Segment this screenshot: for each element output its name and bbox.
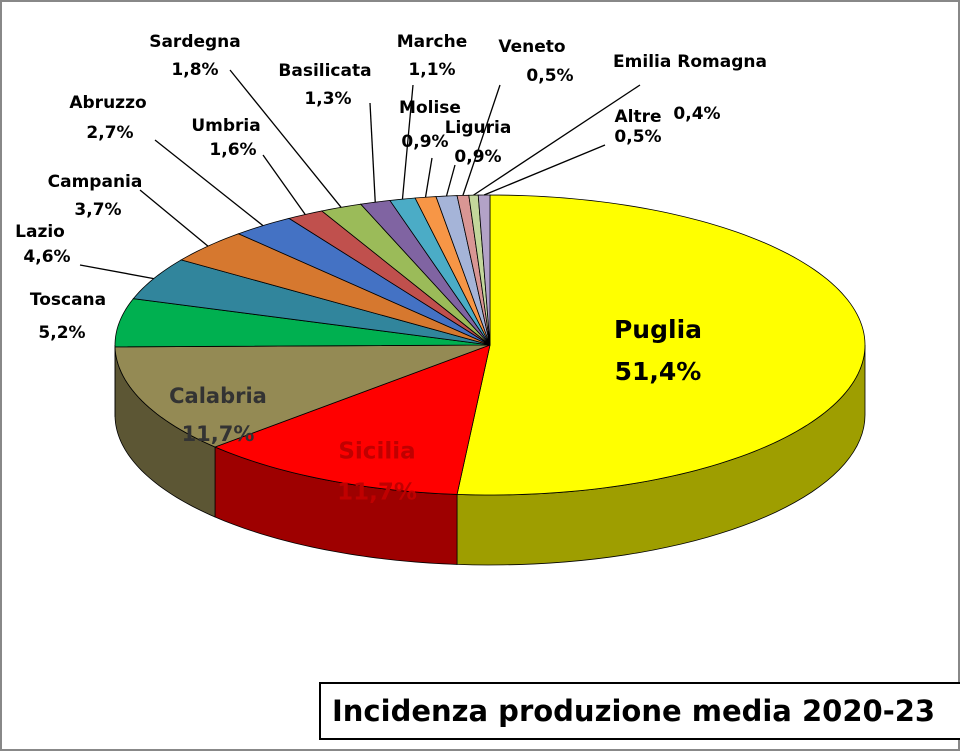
value-label: 0,9% [401,132,448,152]
slice-label: Umbria [191,116,260,136]
slice [237,217,491,346]
slice-label: Campania [48,172,143,192]
slice-label: Sicilia [338,439,415,465]
leader-line [483,144,606,196]
value-label: 0,9% [454,147,501,167]
slice-label: Marche [397,32,467,52]
title-box [319,682,960,740]
slice-label: Puglia [614,315,702,344]
value-label: 11,7% [182,422,255,446]
value-label: 11,7% [337,480,417,506]
slice-label: Sardegna [149,32,241,52]
slice-label: Emilia Romagna [613,52,767,72]
leader-line [369,102,376,203]
value-label: 1,3% [304,89,351,109]
leader-line [424,157,433,198]
slice [320,203,491,346]
slice-label: Calabria [169,384,267,408]
slice [180,233,491,346]
slice [456,194,866,496]
slice-label: Veneto [498,37,565,57]
value-label: 0,4% [673,104,720,124]
slice [213,344,491,495]
leader-line [462,84,501,196]
value-label: 1,6% [209,140,256,160]
value-label: 5,2% [38,323,85,343]
value-label: 1,8% [171,60,218,80]
leader-line [229,69,342,208]
slice [114,344,491,448]
slice-label: Toscana [30,290,106,310]
slice-label: Abruzzo [69,93,146,113]
slice-label: Molise [399,98,461,118]
slice-label: Liguria [445,118,512,138]
leader-line [473,84,641,196]
labels: Puglia 51,4% Sicilia 11,7% Calabria 11,7% Tosc… [15,32,767,506]
leader-line [79,264,154,280]
slice [114,298,491,348]
slice-label: Altre [614,107,661,127]
leader-line [139,189,209,247]
pie-tops [114,194,866,496]
slice-label: Basilicata [278,61,371,81]
slice-label: Lazio [15,222,65,242]
leader-line [401,84,414,200]
value-label: 3,7% [74,200,121,220]
leader-line [154,139,264,227]
value-label: 0,5% [526,66,573,86]
value-label: 4,6% [23,247,70,267]
value-label: 2,7% [86,123,133,143]
chart-title: Incidenza produzione media 2020-23 [332,694,935,728]
value-label: 0,5% [614,127,661,147]
leader-line [445,164,456,197]
slice [132,259,491,346]
value-label: 51,4% [615,357,702,386]
leader-line [262,154,306,215]
slice [288,210,491,346]
value-label: 1,1% [408,60,455,80]
